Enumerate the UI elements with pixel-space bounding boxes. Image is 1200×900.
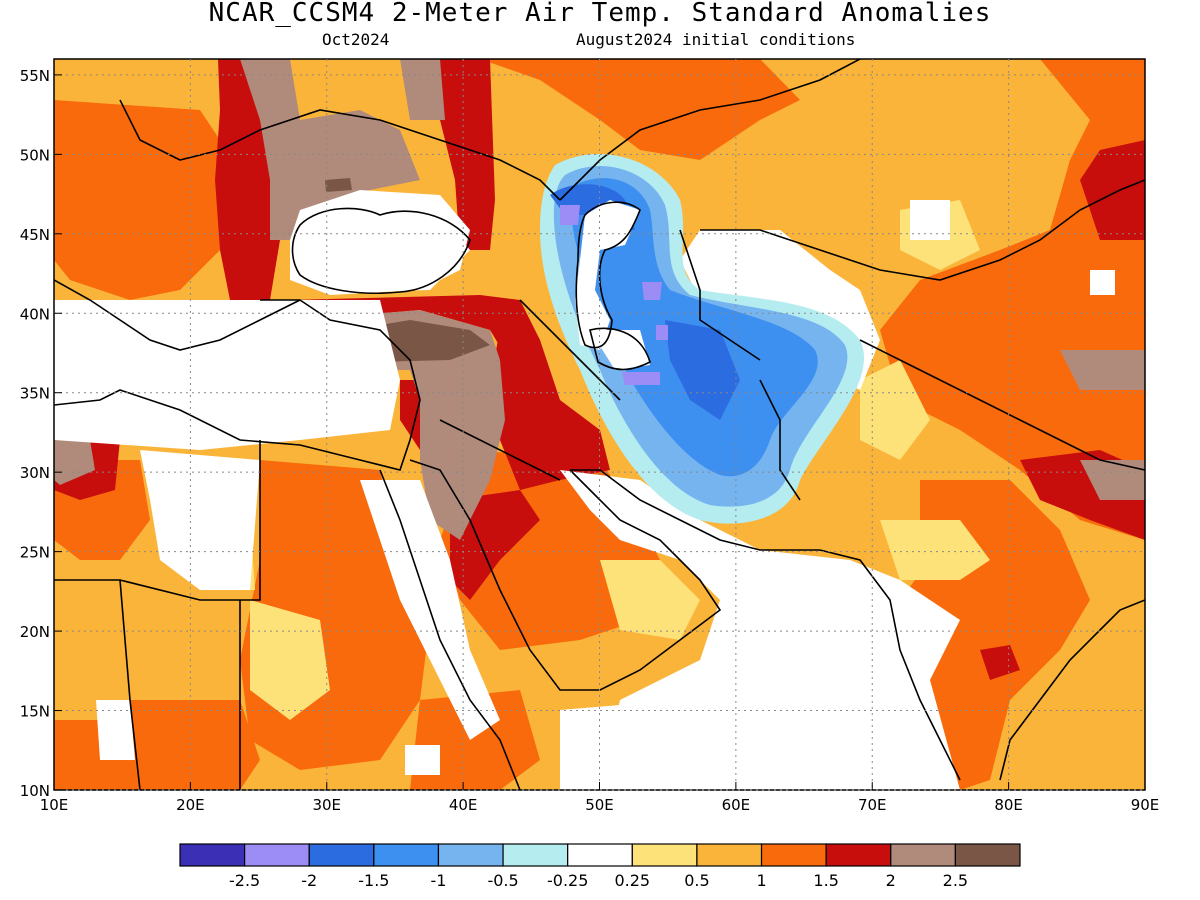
colorbar-swatch (437, 843, 504, 867)
y-tick-label: 40N (20, 305, 50, 323)
y-tick-label: 55N (20, 67, 50, 85)
colorbar-swatch (631, 843, 698, 867)
colorbar-swatch (760, 843, 827, 867)
x-tick-label: 90E (1131, 796, 1160, 814)
colorbar-swatch (567, 843, 633, 867)
colorbar-label: 2 (886, 871, 896, 890)
y-tick-label: 30N (20, 464, 50, 482)
forecast-month: Oct2024 (322, 30, 390, 49)
colorbar-label: 0.5 (684, 871, 709, 890)
colorbar-label: -2 (301, 871, 317, 890)
coastlines (54, 59, 1145, 790)
colorbar-label: -1.5 (358, 871, 389, 890)
y-tick-label: 35N (20, 385, 50, 403)
y-tick-label: 25N (20, 544, 50, 562)
map-title: NCAR_CCSM4 2-Meter Air Temp. Standard An… (208, 0, 992, 28)
colorbar: -2.5 -2 -1.5 -1 -0.5 -0.25 0.25 0.5 1 1.5 2 2.5 (179, 843, 1021, 890)
x-tick-label: 80E (994, 796, 1023, 814)
colorbar-label: 2.5 (943, 871, 968, 890)
anomaly-field (54, 59, 1145, 790)
y-tick-label: 15N (20, 703, 50, 721)
colorbar-swatch (825, 843, 892, 867)
y-tick-label: 50N (20, 146, 50, 164)
x-tick-label: 10E (40, 796, 69, 814)
colorbar-label: -1 (430, 871, 446, 890)
colorbar-swatch (373, 843, 440, 867)
x-tick-label: 40E (449, 796, 478, 814)
latitude-ticks: 10N 15N 20N 25N 30N 35N 40N 45N 50N 55N (20, 67, 62, 800)
x-tick-label: 70E (858, 796, 887, 814)
colorbar-label: -0.5 (487, 871, 518, 890)
colorbar-label: -2.5 (229, 871, 260, 890)
y-tick-label: 45N (20, 226, 50, 244)
initial-conditions: August2024 initial conditions (576, 30, 856, 49)
colorbar-swatch (696, 843, 763, 867)
colorbar-swatch (179, 843, 246, 867)
x-tick-label: 50E (585, 796, 614, 814)
y-tick-label: 10N (20, 782, 50, 800)
graticule (54, 59, 1145, 791)
colorbar-swatch (954, 843, 1021, 867)
colorbar-label: 0.25 (614, 871, 650, 890)
colorbar-label: -0.25 (547, 871, 588, 890)
colorbar-swatch (502, 843, 569, 867)
x-tick-label: 20E (176, 796, 205, 814)
x-tick-label: 30E (312, 796, 341, 814)
colorbar-swatch (308, 843, 375, 867)
x-tick-label: 60E (722, 796, 751, 814)
colorbar-label: 1.5 (813, 871, 838, 890)
colorbar-swatch (890, 843, 956, 867)
y-tick-label: 20N (20, 623, 50, 641)
colorbar-label: 1 (756, 871, 766, 890)
longitude-ticks: 10E 20E 30E 40E 50E 60E 70E 80E 90E (40, 782, 1160, 814)
colorbar-swatch (244, 843, 310, 867)
